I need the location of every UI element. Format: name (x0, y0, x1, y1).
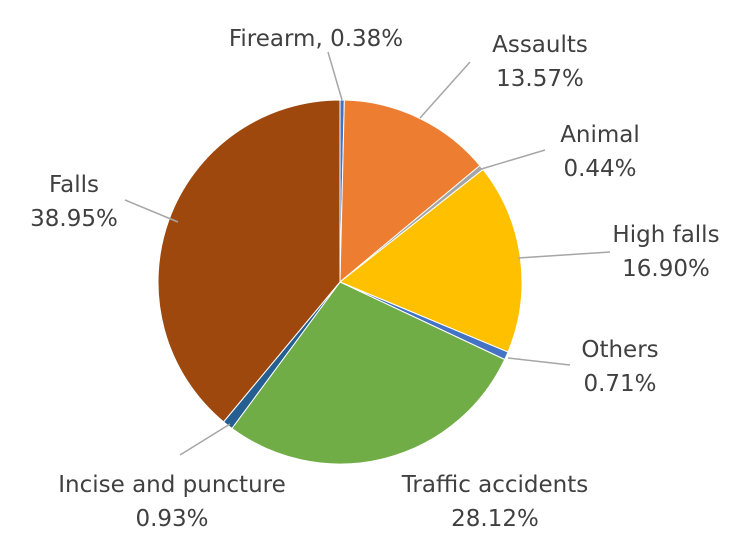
data-label-category: High falls (612, 222, 719, 248)
leader-line-incise-and-puncture (179, 423, 231, 456)
data-label-others: Others 0.71% (581, 337, 658, 397)
data-label-text: Firearm, 0.38% (229, 26, 403, 52)
leader-line-high-falls (517, 251, 611, 259)
data-label-animal: Animal 0.44% (560, 122, 640, 182)
pie-slice-falls (157, 99, 341, 423)
leader-line-assaults (419, 61, 471, 119)
data-label-value: 28.12% (451, 506, 539, 532)
leader-line-falls (124, 199, 179, 223)
data-label-value: 0.93% (135, 506, 208, 532)
leader-line-animal (477, 149, 546, 171)
data-label-value: 13.57% (496, 66, 584, 92)
data-label-category: Falls (49, 172, 99, 198)
data-label-value: 16.90% (622, 256, 710, 282)
leader-line-others (507, 357, 571, 366)
pie-slice-traffic-accidents (231, 281, 506, 465)
data-label-traffic-accidents: Traffic accidents 28.12% (401, 472, 589, 532)
data-label-value: 0.71% (583, 371, 656, 397)
data-label-falls: Falls 38.95% (30, 172, 118, 232)
data-label-incise-and-puncture: Incise and puncture 0.93% (58, 472, 286, 532)
data-label-category: Others (581, 337, 658, 363)
data-label-assaults: Assaults 13.57% (492, 32, 588, 92)
pie-slice-assaults (339, 99, 481, 284)
data-label-category: Traffic accidents (401, 472, 589, 498)
data-label-value: 0.44% (563, 156, 636, 182)
data-label-value: 38.95% (30, 206, 118, 232)
data-label-category: Assaults (492, 32, 588, 58)
data-label-category: Incise and puncture (58, 472, 286, 498)
leader-lines (124, 51, 611, 456)
data-label-firearm: Firearm, 0.38% (229, 26, 403, 52)
data-label-category: Animal (560, 122, 640, 148)
data-labels: Firearm, 0.38% Assaults 13.57% Animal 0.44% H… (30, 26, 719, 532)
data-label-high-falls: High falls 16.90% (612, 222, 719, 282)
leader-line-firearm (327, 51, 343, 101)
pie-slices (157, 99, 523, 465)
